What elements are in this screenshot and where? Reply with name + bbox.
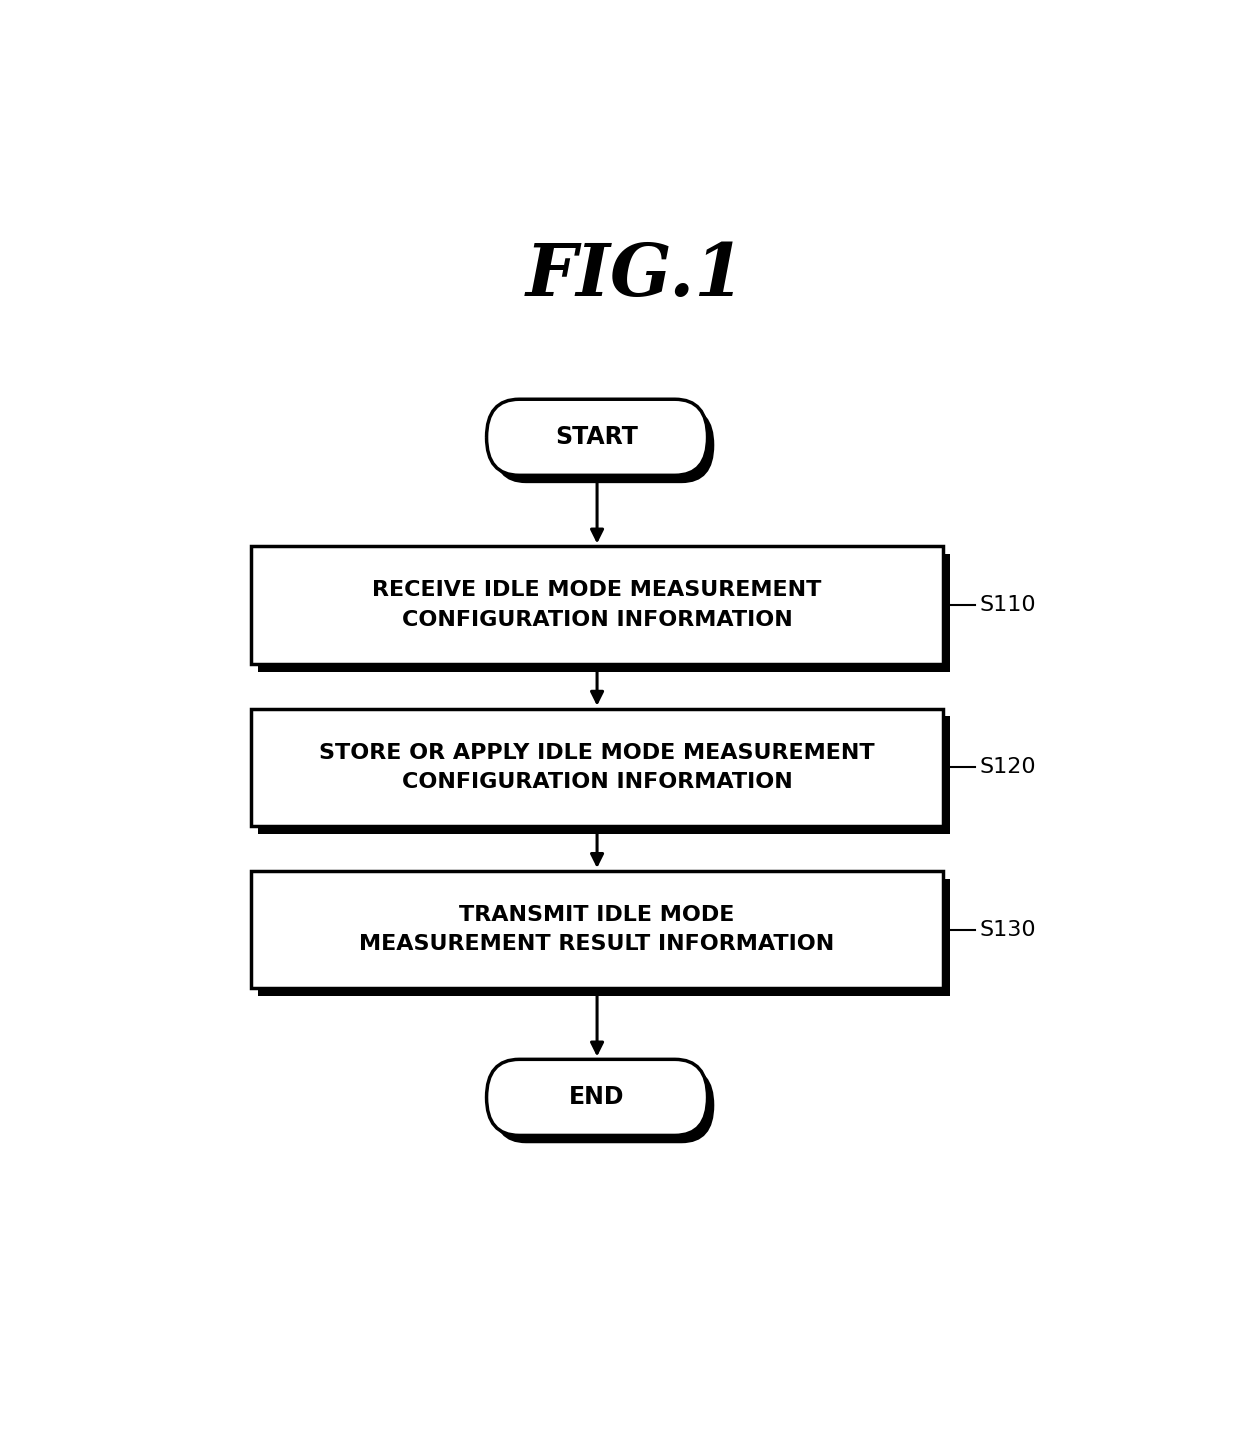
Bar: [250, 870, 942, 988]
Text: RECEIVE IDLE MODE MEASUREMENT
CONFIGURATION INFORMATION: RECEIVE IDLE MODE MEASUREMENT CONFIGURAT…: [372, 580, 822, 631]
Text: STORE OR APPLY IDLE MODE MEASUREMENT
CONFIGURATION INFORMATION: STORE OR APPLY IDLE MODE MEASUREMENT CON…: [319, 742, 875, 792]
Bar: [250, 546, 942, 664]
FancyBboxPatch shape: [486, 400, 708, 475]
Text: S130: S130: [980, 920, 1037, 940]
FancyBboxPatch shape: [494, 1067, 714, 1144]
Text: TRANSMIT IDLE MODE
MEASUREMENT RESULT INFORMATION: TRANSMIT IDLE MODE MEASUREMENT RESULT IN…: [360, 905, 835, 955]
Text: START: START: [556, 426, 639, 449]
Bar: [258, 879, 950, 997]
FancyBboxPatch shape: [494, 407, 714, 484]
Text: FIG.1: FIG.1: [526, 240, 745, 311]
Text: END: END: [569, 1085, 625, 1110]
FancyBboxPatch shape: [486, 1059, 708, 1135]
Bar: [250, 709, 942, 827]
Text: S120: S120: [980, 757, 1037, 777]
Bar: [258, 716, 950, 834]
Text: S110: S110: [980, 596, 1037, 615]
Bar: [258, 554, 950, 671]
